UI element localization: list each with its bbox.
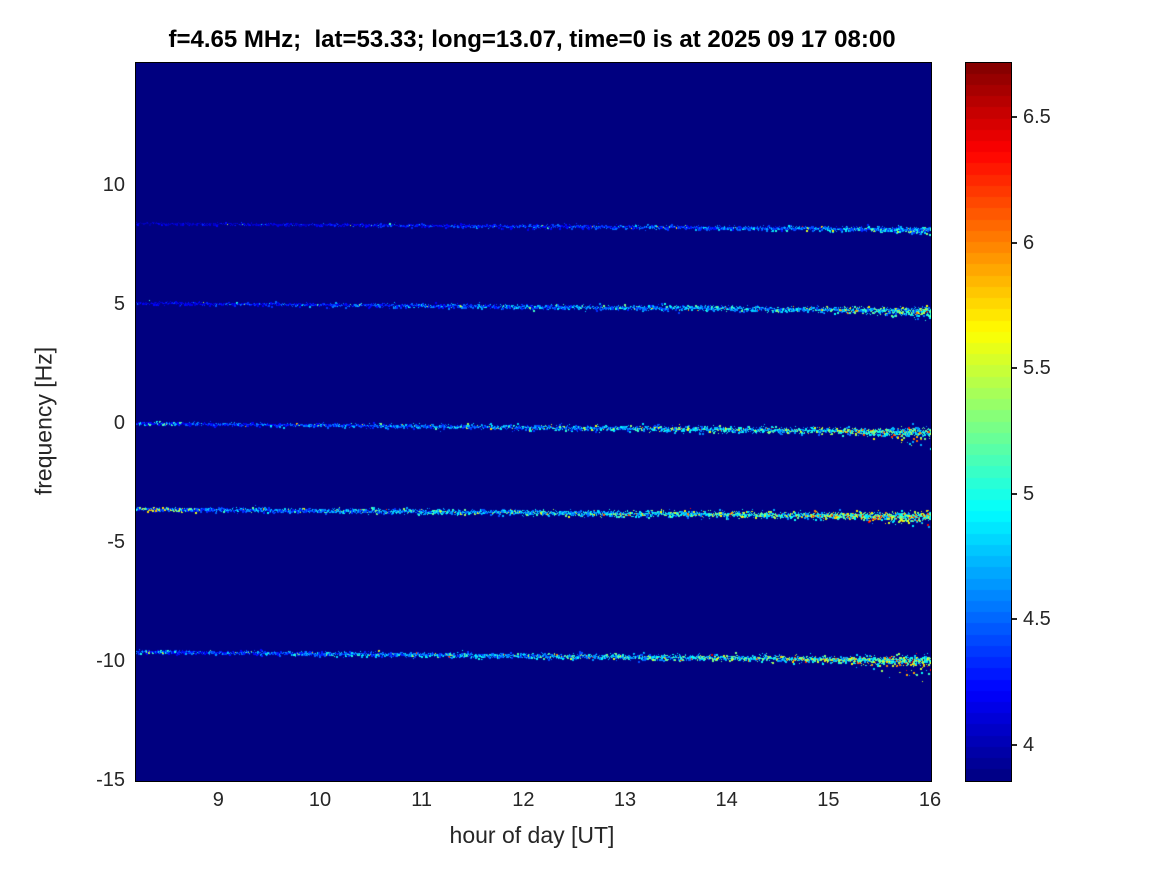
- colorbar: [965, 62, 1012, 782]
- y-tick-label: 0: [113, 412, 125, 435]
- y-tick-label: -15: [96, 769, 125, 791]
- colorbar-tick-mark: [1012, 492, 1017, 495]
- x-tick-label: 13: [613, 789, 637, 811]
- x-tick-label: 10: [308, 789, 332, 811]
- x-tick-label: 16: [918, 789, 942, 811]
- y-tick-label: 5: [113, 293, 125, 316]
- y-tick-label: 10: [102, 174, 125, 197]
- colorbar-tick-label: 5.5: [1023, 357, 1051, 380]
- colorbar-tick-mark: [1012, 367, 1017, 370]
- x-tick-label: 11: [411, 789, 433, 811]
- colorbar-tick-mark: [1012, 743, 1017, 746]
- colorbar-tick-label: 4: [1023, 733, 1035, 756]
- colorbar-tick-mark: [1012, 241, 1017, 244]
- y-tick-label: -5: [107, 531, 125, 553]
- colorbar-tick-mark: [1012, 618, 1017, 621]
- x-tick-label: 15: [817, 789, 840, 811]
- colorbar-tick-label: 6.5: [1023, 106, 1051, 129]
- heatmap-canvas: [135, 62, 932, 782]
- colorbar-tick-mark: [1012, 116, 1017, 119]
- colorbar-tick-label: 6: [1023, 231, 1035, 254]
- x-tick-label: 14: [715, 789, 738, 811]
- plot-title: f=4.65 MHz; lat=53.33; long=13.07, time=…: [168, 26, 896, 53]
- colorbar-tick-label: 4.5: [1023, 608, 1051, 631]
- colorbar-tick-label: 5: [1023, 482, 1035, 505]
- y-tick-label: -10: [96, 650, 125, 672]
- x-tick-label: 9: [212, 789, 224, 811]
- x-axis-label: hour of day [UT]: [449, 822, 615, 848]
- x-tick-label: 12: [512, 789, 535, 811]
